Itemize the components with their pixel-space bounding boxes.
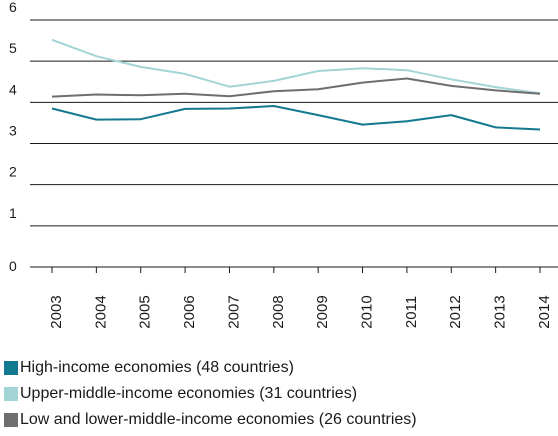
legend-label: Upper-middle-income economies (31 countr… xyxy=(20,385,358,402)
x-tick-label: 2003 xyxy=(48,295,65,328)
legend-label: Low and lower-middle-income economies (2… xyxy=(20,411,417,428)
y-tick-label: 2 xyxy=(9,164,17,180)
y-tick-label: 0 xyxy=(9,258,17,274)
legend-label: High-income economies (48 countries) xyxy=(20,359,294,376)
x-tick-label: 2013 xyxy=(492,295,509,328)
x-tick-label: 2008 xyxy=(270,295,287,328)
series-line xyxy=(51,105,541,131)
x-tick-labels: 2003 2004 2005 2006 2007 2008 2009 2010 2011 2012… xyxy=(48,295,553,328)
x-tick-label: 2012 xyxy=(447,295,464,328)
x-tick-label: 2010 xyxy=(359,295,376,328)
x-tick-label: 2005 xyxy=(137,295,154,328)
legend: High-income economies (48 countries) Upp… xyxy=(4,355,417,433)
x-axis xyxy=(30,266,558,273)
series-line xyxy=(51,77,541,98)
y-tick-label: 1 xyxy=(9,205,17,221)
y-tick-label: 4 xyxy=(9,81,17,97)
y-tick-labels: 0 1 2 3 4 5 6 xyxy=(9,0,17,274)
series-lines xyxy=(51,38,541,131)
legend-item: High-income economies (48 countries) xyxy=(4,355,417,381)
legend-item: Upper-middle-income economies (31 countr… xyxy=(4,381,417,407)
x-tick-label: 2009 xyxy=(314,295,331,328)
legend-swatch xyxy=(4,413,18,427)
x-tick-label: 2006 xyxy=(181,295,198,328)
series-line xyxy=(51,38,541,95)
legend-swatch xyxy=(4,361,18,375)
x-tick-label: 2014 xyxy=(536,295,553,328)
x-tick-label: 2004 xyxy=(92,295,109,328)
x-tick-label: 2007 xyxy=(225,295,242,328)
line-chart: 0 1 2 3 4 5 6 2003 2004 2005 2006 2007 2008 2009 2010… xyxy=(9,0,558,329)
y-tick-label: 6 xyxy=(9,0,17,15)
legend-swatch xyxy=(4,387,18,401)
y-tick-label: 5 xyxy=(9,40,17,56)
x-tick-label: 2011 xyxy=(403,296,420,328)
legend-item: Low and lower-middle-income economies (2… xyxy=(4,407,417,433)
y-tick-label: 3 xyxy=(9,123,17,139)
